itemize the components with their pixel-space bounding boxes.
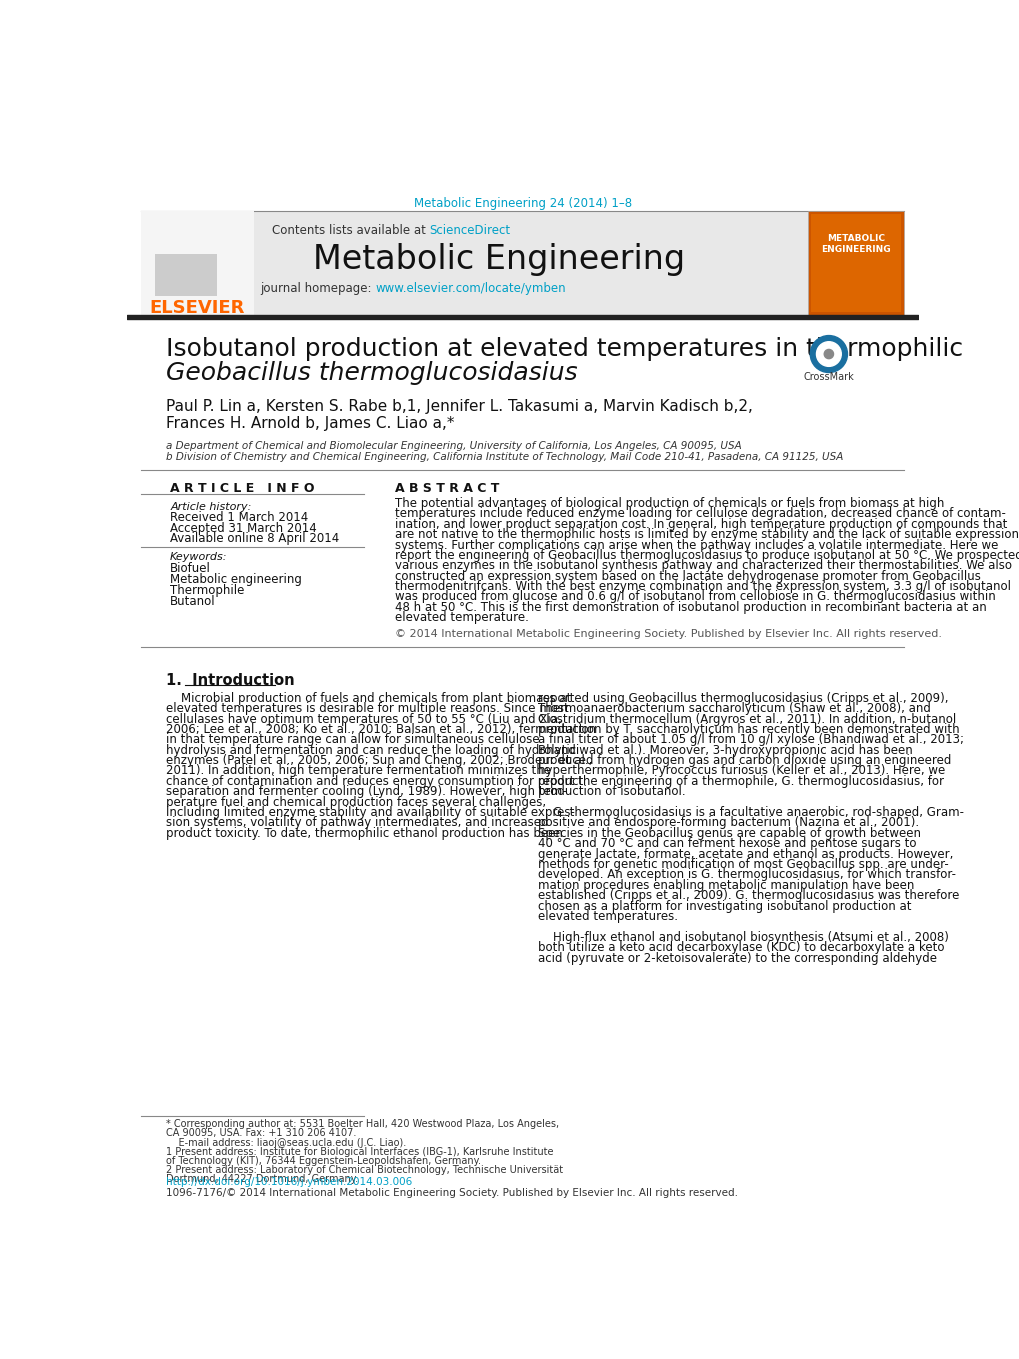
Text: constructed an expression system based on the lactate dehydrogenase promoter fro: constructed an expression system based o…: [394, 569, 980, 583]
Text: Paul P. Lin a, Kersten S. Rabe b,1, Jennifer L. Takasumi a, Marvin Kadisch b,2,: Paul P. Lin a, Kersten S. Rabe b,1, Jenn…: [166, 400, 752, 414]
Text: mation procedures enabling metabolic manipulation have been: mation procedures enabling metabolic man…: [538, 879, 914, 892]
Circle shape: [809, 336, 847, 372]
Text: 1 Present address: Institute for Biological Interfaces (IBG-1), Karlsruhe Instit: 1 Present address: Institute for Biologi…: [166, 1147, 553, 1157]
Text: CrossMark: CrossMark: [803, 372, 854, 382]
Text: The potential advantages of biological production of chemicals or fuels from bio: The potential advantages of biological p…: [394, 497, 944, 510]
Text: systems. Further complications can arise when the pathway includes a volatile in: systems. Further complications can arise…: [394, 538, 998, 552]
Text: Metabolic engineering: Metabolic engineering: [170, 573, 302, 586]
Text: methods for genetic modification of most Geobacillus spp. are under-: methods for genetic modification of most…: [538, 858, 948, 871]
FancyBboxPatch shape: [807, 211, 903, 315]
Text: ScienceDirect: ScienceDirect: [429, 224, 511, 238]
Text: b Division of Chemistry and Chemical Engineering, California Institute of Techno: b Division of Chemistry and Chemical Eng…: [166, 453, 843, 462]
Text: various enzymes in the isobutanol synthesis pathway and characterized their ther: various enzymes in the isobutanol synthe…: [394, 560, 1011, 572]
Text: Bhandiwad et al.). Moreover, 3-hydroxypropionic acid has been: Bhandiwad et al.). Moreover, 3-hydroxypr…: [538, 743, 912, 757]
Text: METABOLIC
ENGINEERING: METABOLIC ENGINEERING: [820, 234, 890, 254]
Circle shape: [815, 341, 841, 367]
Text: are not native to the thermophilic hosts is limited by enzyme stability and the : are not native to the thermophilic hosts…: [394, 529, 1018, 541]
Text: Available online 8 April 2014: Available online 8 April 2014: [170, 533, 339, 545]
Text: journal homepage:: journal homepage:: [260, 283, 375, 295]
Text: produced from hydrogen gas and carbon dioxide using an engineered: produced from hydrogen gas and carbon di…: [538, 754, 951, 766]
Text: 2 Present address: Laboratory of Chemical Biotechnology, Technische Universität: 2 Present address: Laboratory of Chemica…: [166, 1165, 562, 1176]
Text: 1096-7176/© 2014 International Metabolic Engineering Society. Published by Elsev: 1096-7176/© 2014 International Metabolic…: [166, 1188, 738, 1199]
Text: positive and endospore-forming bacterium (Nazina et al., 2001).: positive and endospore-forming bacterium…: [538, 817, 918, 829]
Text: cellulases have optimum temperatures of 50 to 55 °C (Liu and Xia,: cellulases have optimum temperatures of …: [166, 712, 561, 726]
Text: reported using Geobacillus thermoglucosidasius (Cripps et al., 2009),: reported using Geobacillus thermoglucosi…: [538, 692, 948, 705]
Text: hydrolysis and fermentation and can reduce the loading of hydrolytic: hydrolysis and fermentation and can redu…: [166, 743, 576, 757]
Text: Contents lists available at: Contents lists available at: [272, 224, 429, 238]
Text: Keywords:: Keywords:: [170, 552, 227, 563]
Text: © 2014 International Metabolic Engineering Society. Published by Elsevier Inc. A: © 2014 International Metabolic Engineeri…: [394, 629, 941, 639]
Text: developed. An exception is G. thermoglucosidasius, for which transfor-: developed. An exception is G. thermogluc…: [538, 868, 956, 882]
Text: 1.  Introduction: 1. Introduction: [166, 673, 294, 688]
Text: perature fuel and chemical production faces several challenges,: perature fuel and chemical production fa…: [166, 795, 546, 809]
Text: enzymes (Patel et al., 2005, 2006; Sun and Cheng, 2002; Brodeur et al.,: enzymes (Patel et al., 2005, 2006; Sun a…: [166, 754, 592, 766]
Text: Microbial production of fuels and chemicals from plant biomass at: Microbial production of fuels and chemic…: [166, 692, 571, 705]
Text: sion systems, volatility of pathway intermediates, and increased: sion systems, volatility of pathway inte…: [166, 817, 548, 829]
Text: ination, and lower product separation cost. In general, high temperature product: ination, and lower product separation co…: [394, 518, 1007, 531]
Text: Frances H. Arnold b, James C. Liao a,*: Frances H. Arnold b, James C. Liao a,*: [166, 416, 454, 431]
Text: product toxicity. To date, thermophilic ethanol production has been: product toxicity. To date, thermophilic …: [166, 826, 562, 840]
Text: G. thermoglucosidasius is a facultative anaerobic, rod-shaped, Gram-: G. thermoglucosidasius is a facultative …: [538, 806, 963, 819]
FancyBboxPatch shape: [142, 211, 903, 315]
Text: Received 1 March 2014: Received 1 March 2014: [170, 511, 308, 523]
Text: www.elsevier.com/locate/ymben: www.elsevier.com/locate/ymben: [375, 283, 566, 295]
Text: report the engineering of Geobacillus thermoglucosidasius to produce isobutanol : report the engineering of Geobacillus th…: [394, 549, 1019, 561]
Text: 48 h at 50 °C. This is the first demonstration of isobutanol production in recom: 48 h at 50 °C. This is the first demonst…: [394, 601, 985, 614]
Text: Isobutanol production at elevated temperatures in thermophilic: Isobutanol production at elevated temper…: [166, 337, 962, 361]
Text: Dortmund, 44227 Dortmund, Germany.: Dortmund, 44227 Dortmund, Germany.: [166, 1174, 358, 1185]
FancyBboxPatch shape: [155, 254, 216, 296]
Text: A R T I C L E   I N F O: A R T I C L E I N F O: [170, 481, 314, 495]
Text: acid (pyruvate or 2-ketoisovalerate) to the corresponding aldehyde: acid (pyruvate or 2-ketoisovalerate) to …: [538, 951, 936, 965]
Text: Accepted 31 March 2014: Accepted 31 March 2014: [170, 522, 317, 534]
Text: chosen as a platform for investigating isobutanol production at: chosen as a platform for investigating i…: [538, 900, 911, 913]
Text: ELSEVIER: ELSEVIER: [150, 299, 245, 317]
Text: hyperthermophile, Pyrococcus furiosus (Keller et al., 2013). Here, we: hyperthermophile, Pyrococcus furiosus (K…: [538, 765, 945, 777]
Text: Metabolic Engineering: Metabolic Engineering: [313, 243, 685, 276]
Text: a final titer of about 1.05 g/l from 10 g/l xylose (Bhandiwad et al., 2013;: a final titer of about 1.05 g/l from 10 …: [538, 734, 963, 746]
Text: * Corresponding author at: 5531 Boelter Hall, 420 Westwood Plaza, Los Angeles,: * Corresponding author at: 5531 Boelter …: [166, 1118, 558, 1129]
Text: established (Cripps et al., 2009). G. thermoglucosidasius was therefore: established (Cripps et al., 2009). G. th…: [538, 889, 959, 902]
Text: Geobacillus thermoglucosidasius: Geobacillus thermoglucosidasius: [166, 360, 578, 385]
Text: Article history:: Article history:: [170, 501, 252, 511]
Text: including limited enzyme stability and availability of suitable expres-: including limited enzyme stability and a…: [166, 806, 575, 819]
Circle shape: [823, 349, 833, 359]
Text: a Department of Chemical and Biomolecular Engineering, University of California,: a Department of Chemical and Biomolecula…: [166, 442, 741, 451]
Text: Biofuel: Biofuel: [170, 563, 211, 575]
Text: of Technology (KIT), 76344 Eggenstein-Leopoldshafen, Germany.: of Technology (KIT), 76344 Eggenstein-Le…: [166, 1157, 481, 1166]
Text: report the engineering of a thermophile, G. thermoglucosidasius, for: report the engineering of a thermophile,…: [538, 775, 944, 788]
Text: production of isobutanol.: production of isobutanol.: [538, 786, 685, 798]
Text: 2006; Lee et al., 2008; Ko et al., 2010; Balsan et al., 2012), fermentation: 2006; Lee et al., 2008; Ko et al., 2010;…: [166, 723, 596, 737]
Text: A B S T R A C T: A B S T R A C T: [394, 481, 498, 495]
Text: elevated temperatures is desirable for multiple reasons. Since most: elevated temperatures is desirable for m…: [166, 703, 569, 715]
Text: High-flux ethanol and isobutanol biosynthesis (Atsumi et al., 2008): High-flux ethanol and isobutanol biosynt…: [538, 931, 949, 943]
Text: Clostridium thermocellum (Argyros et al., 2011). In addition, n-butanol: Clostridium thermocellum (Argyros et al.…: [538, 712, 956, 726]
Text: Thermoanaerobacterium saccharolyticum (Shaw et al., 2008), and: Thermoanaerobacterium saccharolyticum (S…: [538, 703, 930, 715]
Text: E-mail address: liaoj@seas.ucla.edu (J.C. Liao).: E-mail address: liaoj@seas.ucla.edu (J.C…: [166, 1137, 407, 1147]
Text: Butanol: Butanol: [170, 595, 216, 607]
Text: generate lactate, formate, acetate and ethanol as products. However,: generate lactate, formate, acetate and e…: [538, 848, 953, 860]
Text: CA 90095, USA. Fax: +1 310 206 4107.: CA 90095, USA. Fax: +1 310 206 4107.: [166, 1128, 357, 1139]
Text: separation and fermenter cooling (Lynd, 1989). However, high tem-: separation and fermenter cooling (Lynd, …: [166, 786, 567, 798]
Text: Thermophile: Thermophile: [170, 584, 245, 597]
Text: chance of contamination and reduces energy consumption for product: chance of contamination and reduces ener…: [166, 775, 583, 788]
Text: production by T. saccharolyticum has recently been demonstrated with: production by T. saccharolyticum has rec…: [538, 723, 959, 737]
Text: elevated temperatures.: elevated temperatures.: [538, 911, 678, 923]
Text: http://dx.doi.org/10.1016/j.ymben.2014.03.006: http://dx.doi.org/10.1016/j.ymben.2014.0…: [166, 1177, 412, 1186]
Text: 2011). In addition, high temperature fermentation minimizes the: 2011). In addition, high temperature fer…: [166, 765, 550, 777]
Text: Species in the Geobacillus genus are capable of growth between: Species in the Geobacillus genus are cap…: [538, 826, 920, 840]
Text: temperatures include reduced enzyme loading for cellulose degradation, decreased: temperatures include reduced enzyme load…: [394, 507, 1005, 520]
Text: both utilize a keto acid decarboxylase (KDC) to decarboxylate a keto: both utilize a keto acid decarboxylase (…: [538, 942, 944, 954]
Text: 40 °C and 70 °C and can ferment hexose and pentose sugars to: 40 °C and 70 °C and can ferment hexose a…: [538, 837, 916, 851]
Text: Metabolic Engineering 24 (2014) 1–8: Metabolic Engineering 24 (2014) 1–8: [414, 197, 631, 209]
Text: elevated temperature.: elevated temperature.: [394, 612, 528, 624]
Text: thermodenitrifcans. With the best enzyme combination and the expression system, : thermodenitrifcans. With the best enzyme…: [394, 580, 1010, 593]
FancyBboxPatch shape: [142, 211, 254, 315]
Text: in that temperature range can allow for simultaneous cellulose: in that temperature range can allow for …: [166, 734, 539, 746]
Text: was produced from glucose and 0.6 g/l of isobutanol from cellobiose in G. thermo: was produced from glucose and 0.6 g/l of…: [394, 590, 995, 603]
FancyBboxPatch shape: [810, 213, 900, 311]
